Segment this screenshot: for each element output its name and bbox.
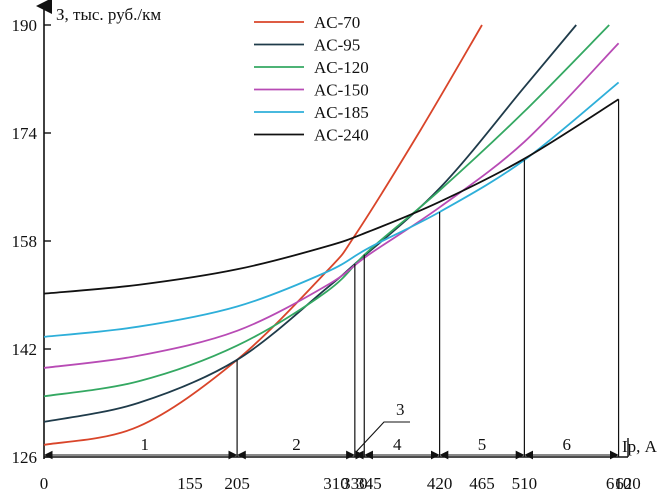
zone-label: 4: [393, 435, 402, 454]
legend-label-ac-70: AC-70: [314, 13, 360, 32]
legend-label-ac-240: AC-240: [314, 126, 369, 145]
zone-label: 6: [563, 435, 572, 454]
zone-label: 1: [141, 435, 150, 454]
series-line-ac-95: [43, 24, 577, 423]
zone-labels: 1 2 4 5 6: [141, 421, 572, 454]
x-tick-label: 510: [512, 474, 538, 493]
series-line-ac-150: [43, 42, 620, 369]
x-tick-label: 465: [469, 474, 495, 493]
x-tick-label: 205: [224, 474, 250, 493]
zone-boundaries: [43, 99, 620, 460]
legend-label-ac-120: AC-120: [314, 58, 369, 77]
x-tick-label: 345: [356, 474, 382, 493]
x-tick-label: 620: [615, 474, 641, 493]
y-axis-label: З, тыс. руб./км: [56, 5, 161, 24]
zone-label: 2: [292, 435, 301, 454]
x-tick-label: 155: [177, 474, 203, 493]
legend-label-ac-185: AC-185: [314, 103, 369, 122]
legend: AC-70 AC-95 AC-120 AC-150 AC-185 AC-240: [254, 13, 369, 145]
series-line-ac-70: [43, 24, 483, 446]
x-tick-label: 330: [342, 474, 368, 493]
x-axis-label: Iр, А: [622, 437, 658, 456]
legend-label-ac-95: AC-95: [314, 36, 360, 55]
y-tick-label: 174: [12, 124, 38, 143]
series-line-ac-240: [43, 98, 620, 295]
y-tick-label: 126: [12, 448, 38, 467]
x-tick-label: 310: [323, 474, 349, 493]
zone-3-callout-label: 3: [396, 400, 405, 419]
x-tick-label: 0: [40, 474, 49, 493]
legend-label-ac-150: AC-150: [314, 81, 369, 100]
y-tick-label: 142: [12, 340, 38, 359]
x-tick-label: 420: [427, 474, 453, 493]
y-tick-label: 190: [12, 16, 38, 35]
zone-label: 5: [478, 435, 487, 454]
y-tick-label: 158: [12, 232, 38, 251]
series-curves: [43, 24, 620, 446]
zone-3-callout-line: [355, 421, 410, 453]
x-tick-label: 610: [606, 474, 632, 493]
